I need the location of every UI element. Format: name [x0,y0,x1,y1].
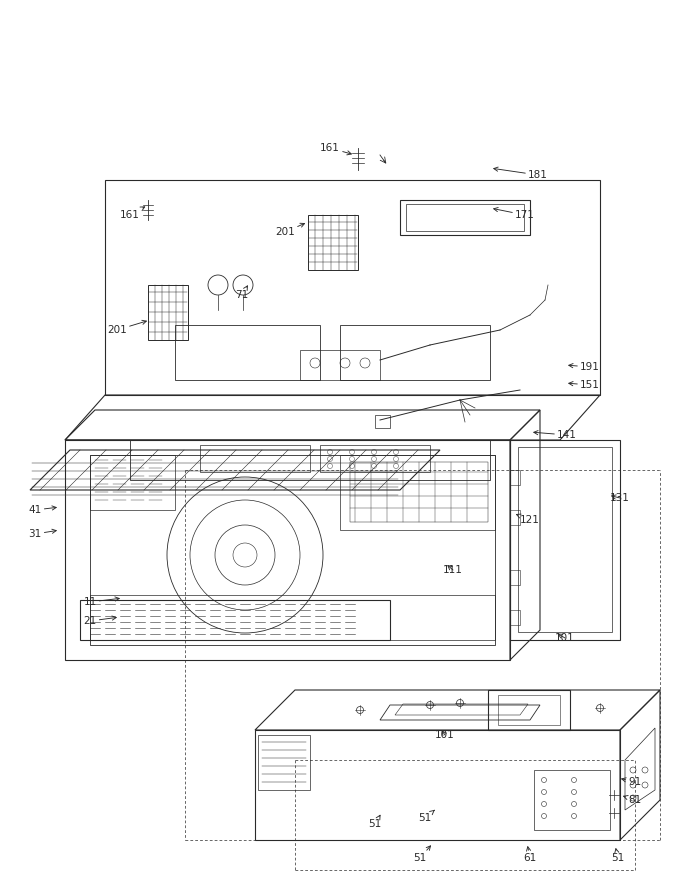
Text: 121: 121 [517,514,540,525]
Text: 201: 201 [107,320,146,335]
Text: 161: 161 [120,207,145,220]
Text: 91: 91 [622,777,642,787]
Text: 171: 171 [494,208,535,220]
Text: 101: 101 [435,730,455,740]
Text: 41: 41 [29,505,56,515]
Text: 21: 21 [84,616,116,626]
Text: 191: 191 [568,362,600,372]
Text: 51: 51 [418,810,435,823]
Text: 181: 181 [494,167,548,180]
Text: 51: 51 [413,846,430,863]
Text: 141: 141 [534,430,577,440]
Text: 151: 151 [568,380,600,390]
Text: 51: 51 [369,815,381,829]
Text: 61: 61 [524,847,537,863]
Text: 71: 71 [235,286,249,300]
Text: 101: 101 [555,633,575,643]
Text: 131: 131 [610,493,630,503]
Text: 31: 31 [29,529,56,539]
Text: 81: 81 [624,795,642,805]
Text: 161: 161 [320,143,352,155]
Text: 201: 201 [275,224,305,237]
Text: 11: 11 [84,597,119,607]
Text: 51: 51 [611,848,625,863]
Text: 111: 111 [443,565,463,575]
